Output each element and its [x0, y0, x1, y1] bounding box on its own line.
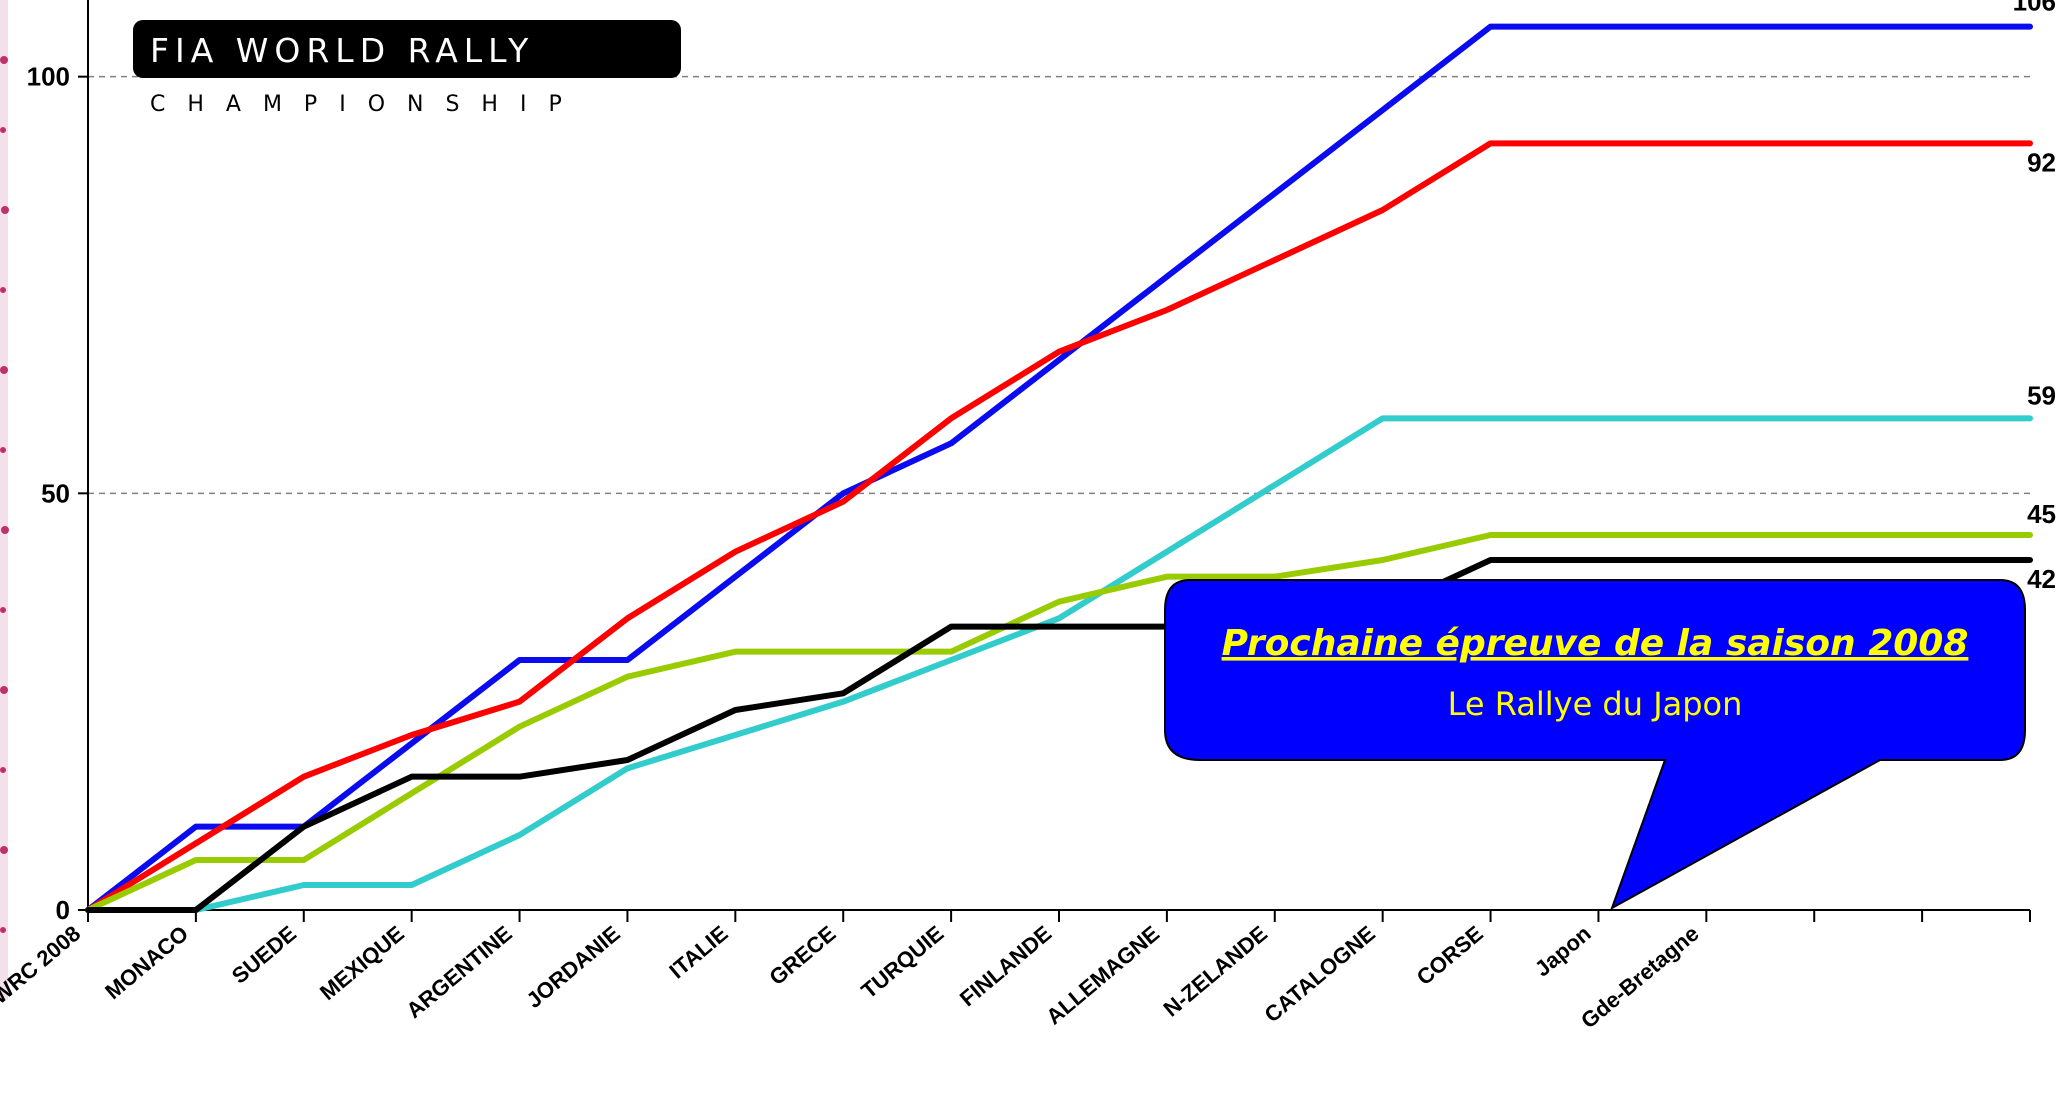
- x-tick-label: ITALIE: [664, 921, 732, 984]
- series-line: [85, 140, 2033, 913]
- end-value-label: 92: [2027, 147, 2056, 177]
- end-value-labels: 106 92 59 45 42: [2013, 0, 2056, 594]
- logo-line2: CHAMPIONSHIP: [150, 92, 584, 117]
- x-tick-label: MONACO: [100, 921, 193, 1005]
- x-tick-label: GRECE: [764, 921, 840, 990]
- end-value-label: 45: [2027, 499, 2056, 529]
- y-tick-label: 0: [56, 895, 70, 925]
- x-tick-label: TURQUIE: [856, 921, 948, 1004]
- x-tick-label: Japon: [1530, 921, 1596, 982]
- x-tick-label: MEXIQUE: [315, 921, 409, 1005]
- x-tick-label: N-ZELANDE: [1159, 921, 1272, 1022]
- callout-title: Prochaine épreuve de la saison 2008: [1222, 623, 1969, 664]
- series-line: [85, 415, 2033, 913]
- y-tick-labels: 0 50 100: [27, 62, 70, 925]
- x-tick-label: CATALOGNE: [1260, 921, 1380, 1028]
- series-lines: [85, 23, 2033, 913]
- x-tick-label: SUEDE: [227, 921, 301, 989]
- x-tick-label: WRC 2008: [0, 921, 85, 1009]
- x-tick-label: ARGENTINE: [401, 921, 516, 1023]
- logo-badge: [133, 20, 681, 78]
- series-line: [85, 532, 2033, 913]
- end-value-label: 106: [2013, 0, 2056, 17]
- end-value-label: 59: [2027, 380, 2056, 410]
- callout-bubble: [1164, 579, 2026, 911]
- x-tick-label: Gde-Bretagne: [1576, 921, 1704, 1034]
- x-tick-label: ALLEMAGNE: [1041, 921, 1164, 1030]
- logo-line1: FIA WORLD RALLY: [150, 31, 534, 70]
- fia-wrc-logo: FIA WORLD RALLY CHAMPIONSHIP: [133, 20, 681, 117]
- end-value-label: 42: [2027, 564, 2056, 594]
- y-tick-label: 50: [41, 478, 70, 508]
- decorative-left-border: [0, 0, 9, 1000]
- series-line: [85, 557, 2033, 913]
- x-tick-label: FINLANDE: [955, 921, 1056, 1012]
- x-tick-label: CORSE: [1412, 921, 1488, 990]
- x-tick-label: JORDANIE: [521, 921, 624, 1013]
- callout-subtitle: Le Rallye du Japon: [1448, 685, 1743, 723]
- y-tick-label: 100: [27, 62, 70, 92]
- next-event-callout: Prochaine épreuve de la saison 2008 Le R…: [1164, 579, 2026, 911]
- gridlines: [88, 75, 2030, 495]
- series-line: [85, 23, 2033, 913]
